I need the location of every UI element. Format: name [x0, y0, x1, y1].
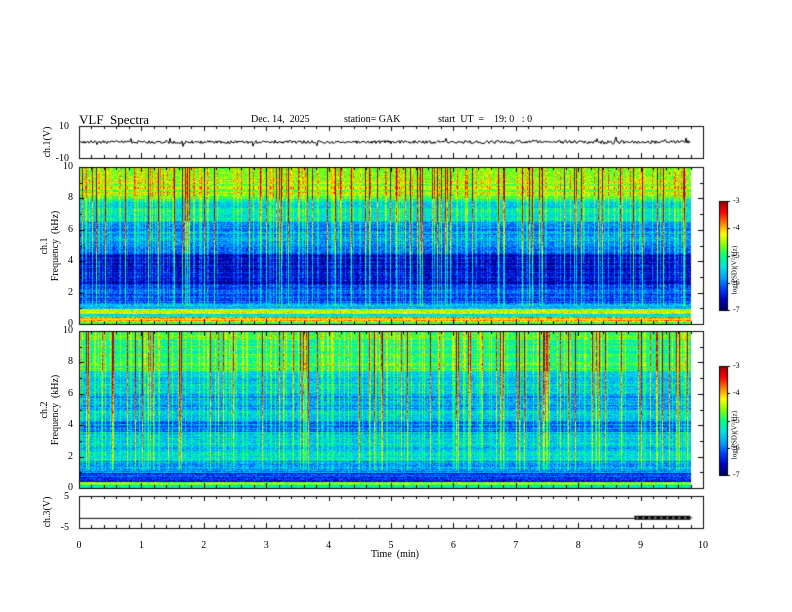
ch2-freq-tick-label: 4 [68, 419, 73, 431]
colorbar1-tick-label: -3 [733, 196, 740, 205]
date-label: Dec. 14, 2025 [251, 114, 310, 125]
chart-title: VLF Spectra [79, 112, 150, 127]
x-tick-label: 0 [76, 540, 82, 551]
ch2-freq-tick-label: 10 [63, 325, 73, 336]
colorbar2-tick-label: -5 [733, 415, 740, 425]
x-axis-label: Time (min) [371, 549, 419, 560]
ch2-freq-tick-label: 8 [68, 356, 73, 368]
ch1-freq-tick-label: 8 [68, 192, 73, 204]
ch1-freq-tick-label: 10 [63, 161, 73, 172]
ch2-freq-tick-label: 0 [68, 482, 73, 493]
colorbar2-tick-label: -3 [733, 361, 740, 370]
ch3-ytick-label: 5 [64, 491, 69, 502]
x-tick-label: 10 [698, 540, 708, 551]
station-label: station= GAK [344, 114, 401, 125]
x-tick-label: 4 [326, 540, 332, 551]
ch3-ytick-label: -5 [60, 522, 69, 533]
colorbar1-tick-label: -6 [733, 277, 740, 287]
x-tick-label: 6 [450, 540, 456, 551]
colorbar1-tick-label: -5 [733, 250, 740, 260]
ch1-freq-tick-label: 2 [68, 286, 73, 298]
ch1-ytick-label: -10 [55, 153, 69, 164]
ch1-ytick-label: 10 [59, 121, 69, 132]
colorbar1-tick-label: -4 [733, 223, 740, 233]
start-time-label: start UT = 19: 0 : 0 [438, 114, 533, 125]
ch2-freq-tick-label: 2 [68, 450, 73, 462]
ch2-frequency-label: Frequency (kHz) [50, 374, 61, 445]
ch1-freq-tick-label: 0 [68, 318, 73, 329]
x-tick-label: 8 [575, 540, 581, 551]
ch1-freq-tick-label: 6 [68, 223, 73, 235]
colorbar1-label: log(PSD)(V²/Hz) [730, 245, 739, 294]
x-tick-label: 1 [138, 540, 144, 551]
ch1-frequency-label: Frequency (kHz) [50, 210, 61, 281]
x-tick-label: 3 [263, 540, 269, 551]
ch3-ylabel: ch.3(V) [42, 496, 53, 528]
colorbar2-label: log(PSD)(V²/Hz) [730, 410, 739, 459]
colorbar2-tick-label: -7 [733, 470, 740, 479]
ch2-freq-tick-label: 6 [68, 387, 73, 399]
colorbar2-tick-label: -4 [733, 388, 740, 398]
colorbar1-tick-label: -7 [733, 305, 740, 314]
ch2-spectrogram-label: ch.2 [39, 401, 50, 418]
colorbar2-tick-label: -6 [733, 442, 740, 452]
x-tick-label: 7 [513, 540, 519, 551]
x-tick-label: 2 [201, 540, 207, 551]
x-tick-label: 5 [388, 540, 394, 551]
x-tick-label: 9 [638, 540, 644, 551]
ch1-ylabel: ch.1(V) [42, 126, 53, 158]
ch1-spectrogram-label: ch.1 [39, 237, 50, 254]
ch1-freq-tick-label: 4 [68, 255, 73, 267]
